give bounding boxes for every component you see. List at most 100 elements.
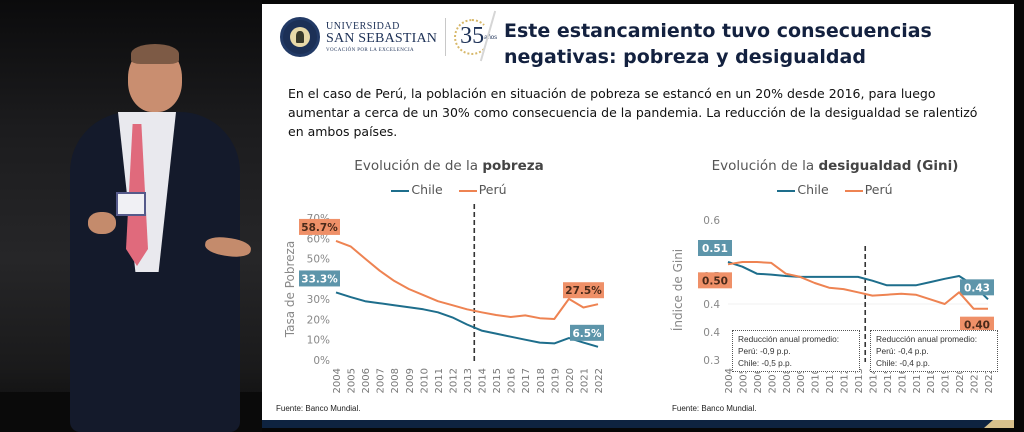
data-label: 0.50 <box>702 275 728 287</box>
x-tick-label: 2005 <box>347 368 358 393</box>
x-tick-label: 2010 <box>419 368 430 393</box>
poverty-chart-legend: Chile Perú <box>276 182 622 197</box>
data-label: 33.3% <box>301 273 338 285</box>
data-label-bg <box>960 316 994 333</box>
x-tick-label: 2011 <box>434 368 445 393</box>
y-tick-label: 20% <box>307 314 330 326</box>
university-seal-icon <box>280 17 320 57</box>
data-label-bg <box>960 279 994 296</box>
x-tick-label: 2015 <box>492 368 503 393</box>
x-tick-label: 2013 <box>854 368 865 393</box>
speaker-video <box>0 0 262 432</box>
y-tick-label: 50% <box>307 254 330 266</box>
gini-chart-source: Fuente: Banco Mundial. <box>672 404 757 413</box>
data-label: 6.5% <box>572 328 602 340</box>
y-tick-label: 10% <box>307 335 330 347</box>
x-tick-label: 2021 <box>579 368 590 393</box>
data-label-bg <box>570 324 604 341</box>
x-tick-label: 2013 <box>463 368 474 393</box>
annotation-line: Reducción anual promedio: <box>738 334 840 344</box>
data-label: 0.40 <box>964 320 990 332</box>
series-line-chile <box>727 261 989 301</box>
y-tick-label: 30% <box>307 294 330 306</box>
university-line1: UNIVERSIDAD <box>326 20 400 32</box>
university-line2: SAN SEBASTIAN <box>326 30 438 46</box>
gini-chart-title-prefix: Evolución de la <box>711 158 819 174</box>
y-tick-label: 0.4 <box>703 299 720 311</box>
legend-label-peru: Perú <box>478 182 507 197</box>
y-tick-label: 0.3 <box>703 355 720 367</box>
x-tick-label: 2021 <box>970 368 981 393</box>
legend-item-chile: Chile <box>777 182 829 197</box>
x-tick-label: 2020 <box>955 368 966 393</box>
x-tick-label: 2010 <box>811 368 822 393</box>
x-tick-label: 2004 <box>332 368 343 393</box>
legend-swatch-peru <box>458 189 477 192</box>
annotation-line: Perú: -0,4 p.p. <box>876 346 929 356</box>
speaker-badge <box>116 192 146 216</box>
speaker-hand-left <box>88 212 116 234</box>
series-line-chile <box>335 291 599 348</box>
slide-intro-text: En el caso de Perú, la población en situ… <box>288 86 978 139</box>
legend-swatch-peru <box>844 189 863 192</box>
data-label-bg <box>698 240 732 256</box>
series-line-peru <box>727 261 988 310</box>
data-label-bg <box>698 272 732 289</box>
x-tick-label: 2006 <box>361 368 372 393</box>
x-tick-label: 2004 <box>724 368 735 393</box>
logo-divider <box>445 18 447 56</box>
x-tick-label: 2016 <box>507 368 518 393</box>
x-tick-label: 2022 <box>984 368 995 393</box>
x-tick-label: 2012 <box>840 368 851 393</box>
university-logo: UNIVERSIDAD SAN SEBASTIAN VOCACIÓN POR L… <box>280 14 500 60</box>
slide-footer-bar <box>262 420 1014 428</box>
x-tick-label: 2007 <box>767 368 778 393</box>
annotation-box-2014-2022: Reducción anual promedio: Perú: -0,4 p.p… <box>870 330 998 372</box>
legend-label-peru: Perú <box>864 182 893 197</box>
gini-chart-legend: Chile Perú <box>660 182 1010 197</box>
x-tick-label: 2006 <box>753 368 764 393</box>
university-tagline: VOCACIÓN POR LA EXCELENCIA <box>326 47 415 53</box>
y-axis-label: Índice de Gini <box>670 249 685 331</box>
gini-chart-title-bold: desigualdad (Gini) <box>818 158 959 174</box>
anniversary-suffix: años <box>484 35 498 41</box>
annotation-line: Chile: -0,4 p.p. <box>876 358 930 368</box>
y-tick-label: 0.4 <box>703 327 720 339</box>
anniversary-number: 35 <box>460 23 485 49</box>
legend-item-chile: Chile <box>391 182 443 197</box>
presentation-slide: UNIVERSIDAD SAN SEBASTIAN VOCACIÓN POR L… <box>262 4 1014 428</box>
x-tick-label: 2016 <box>897 368 908 393</box>
x-tick-label: 2012 <box>448 368 459 393</box>
x-tick-label: 2020 <box>565 368 576 393</box>
annotation-line: Chile: -0,5 p.p. <box>738 358 792 368</box>
x-tick-label: 2009 <box>405 368 416 393</box>
anniversary-logo: 35 años <box>454 17 500 57</box>
legend-item-peru: Perú <box>458 182 507 197</box>
gini-chart-title: Evolución de la desigualdad (Gini) <box>660 158 1010 174</box>
x-tick-label: 2018 <box>536 368 547 393</box>
legend-label-chile: Chile <box>797 182 829 197</box>
data-label-bg <box>299 218 340 235</box>
x-tick-label: 2019 <box>550 368 561 393</box>
poverty-chart: Evolución de de la pobreza Chile Perú 0%… <box>276 154 622 413</box>
speaker-hair <box>131 44 179 64</box>
x-tick-label: 2017 <box>521 368 532 393</box>
x-tick-label: 2011 <box>825 368 836 393</box>
x-tick-label: 2009 <box>796 368 807 393</box>
data-label-bg <box>563 282 604 299</box>
annotation-line: Perú: -0,9 p.p. <box>738 346 791 356</box>
x-tick-label: 2017 <box>912 368 923 393</box>
gini-chart: Evolución de la desigualdad (Gini) Chile… <box>660 154 1010 413</box>
slide-footer-accent <box>984 420 1014 428</box>
x-tick-label: 2018 <box>926 368 937 393</box>
data-label: 0.43 <box>964 282 990 294</box>
x-tick-label: 2008 <box>390 368 401 393</box>
laurel-icon <box>454 19 491 55</box>
x-tick-label: 2019 <box>941 368 952 393</box>
y-tick-label: 60% <box>307 233 330 245</box>
x-tick-label: 2005 <box>738 368 749 393</box>
x-tick-label: 2014 <box>478 368 489 393</box>
data-label: 0.51 <box>702 243 728 255</box>
